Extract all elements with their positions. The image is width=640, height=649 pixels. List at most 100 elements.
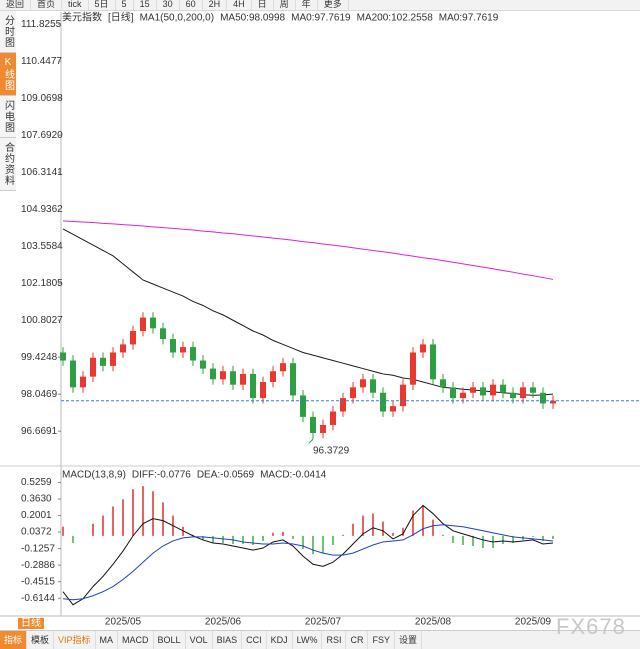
toolbar-button[interactable]: 周 <box>274 0 296 10</box>
x-tick-label: 2025/08 <box>415 617 452 628</box>
indicator-tab[interactable]: CR <box>346 631 369 649</box>
candle-body <box>350 387 356 399</box>
toolbar-button[interactable]: 30 <box>157 0 180 10</box>
candle-body <box>60 352 66 361</box>
indicator-tab[interactable]: 模板 <box>27 631 55 649</box>
candle-body <box>380 392 386 412</box>
y-tick-label: -0.1257 <box>21 543 55 554</box>
candle-body <box>90 357 96 377</box>
candle-body <box>280 363 286 372</box>
ma-line <box>62 228 554 396</box>
legend-entry: MACD(13,8,9) <box>62 470 126 481</box>
y-tick-label: 110.4477 <box>21 56 62 67</box>
indicator-tab[interactable]: BOLL <box>154 631 186 649</box>
indicator-tab[interactable]: KDJ <box>267 631 293 649</box>
side-tab[interactable]: 分时图 <box>0 11 16 53</box>
y-tick-label: 100.8027 <box>21 315 63 326</box>
toolbar-button[interactable]: 2H <box>203 0 228 10</box>
y-tick-label: 0.3630 <box>21 494 52 505</box>
candle-body <box>180 347 186 353</box>
toolbar: 返回 首页 tick 5日 5 15 30 60 2H 4H 日周年更多 <box>0 0 640 11</box>
candle-body <box>230 371 236 385</box>
candle-body <box>260 381 266 399</box>
indicator-tab[interactable]: BIAS <box>213 631 243 649</box>
indicator-tab[interactable]: LW% <box>293 631 323 649</box>
y-tick-label: -0.2886 <box>21 560 55 571</box>
y-tick-label: 98.0469 <box>21 389 58 400</box>
candle-body <box>160 328 166 340</box>
toolbar-button[interactable]: 5 <box>116 0 134 10</box>
candle-body <box>400 384 406 407</box>
candle-body <box>370 379 376 393</box>
y-tick-label: 111.8255 <box>21 19 62 30</box>
candle-body <box>310 416 316 434</box>
y-tick-label: 102.1805 <box>21 278 63 289</box>
toolbar-button[interactable]: 15 <box>134 0 157 10</box>
low-label: 96.3729 <box>313 446 350 457</box>
period-label: 日线 <box>18 618 44 629</box>
indicator-tab[interactable]: CCI <box>242 631 267 649</box>
indicator-tab[interactable]: RSI <box>322 631 347 649</box>
indicator-tab[interactable]: 指标 <box>0 631 28 649</box>
toolbar-button[interactable]: 返回 <box>0 0 32 10</box>
candle-body <box>410 352 416 385</box>
candle-body <box>420 344 426 353</box>
candle-body <box>70 360 76 388</box>
candle-body <box>530 387 536 393</box>
toolbar-button[interactable]: 5日 <box>89 0 116 10</box>
ma-line <box>62 220 554 280</box>
candle-body <box>540 392 546 404</box>
toolbar-button[interactable]: tick <box>62 0 89 10</box>
y-tick-label: 106.3141 <box>21 167 63 178</box>
candle-body <box>300 395 306 417</box>
y-tick-label: 109.0698 <box>21 93 63 104</box>
toolbar-button[interactable]: 4H <box>227 0 252 10</box>
toolbar-button[interactable]: 年 <box>296 0 318 10</box>
candle-body <box>330 411 336 425</box>
y-tick-label: -0.6144 <box>21 593 55 604</box>
candle-body <box>390 406 396 412</box>
candle-body <box>120 344 126 353</box>
side-tab[interactable]: K线图 <box>0 53 16 96</box>
indicator-tab[interactable]: MA <box>96 631 119 649</box>
candle-body <box>320 424 326 434</box>
candle-body <box>190 347 196 361</box>
y-tick-label: 96.6691 <box>21 426 58 437</box>
indicator-tab[interactable]: MACD <box>118 631 154 649</box>
indicator-tab[interactable]: VIP指标 <box>54 631 96 649</box>
toolbar-button[interactable]: 首页 <box>31 0 63 10</box>
candle-body <box>110 352 116 366</box>
legend-entry: MA50:98.0998 <box>220 13 285 24</box>
candle-body <box>240 373 246 385</box>
candle-body <box>220 371 226 380</box>
candle-body <box>130 330 136 345</box>
indicator-tab[interactable]: VOL <box>186 631 213 649</box>
candle-body <box>470 387 476 393</box>
y-tick-label: 0.5259 <box>21 477 52 488</box>
candle-body <box>490 384 496 396</box>
candle-body <box>460 392 466 399</box>
y-tick-label: 107.6920 <box>21 130 63 141</box>
low-marker <box>308 438 314 444</box>
candle-body <box>270 371 276 382</box>
toolbar-button[interactable]: 日 <box>252 0 274 10</box>
toolbar-button[interactable]: 更多 <box>318 0 349 10</box>
candle-body <box>150 317 156 329</box>
side-tab[interactable]: 合约资料 <box>0 138 16 191</box>
y-tick-label: 103.5584 <box>21 241 63 252</box>
toolbar-button[interactable]: 60 <box>180 0 203 10</box>
legend-entry: DEA:-0.0569 <box>197 470 255 481</box>
x-tick-label: 2025/07 <box>305 617 342 628</box>
y-tick-label: 0.0372 <box>21 527 52 538</box>
side-tab[interactable]: 闪电图 <box>0 96 16 138</box>
indicator-tab[interactable]: 设置 <box>395 631 422 649</box>
candle-body <box>450 387 456 399</box>
indicator-tab[interactable]: FSY <box>368 631 395 649</box>
ma-line <box>62 504 554 606</box>
candle-body <box>210 368 216 380</box>
y-tick-label: 0.2001 <box>21 510 52 521</box>
legend-entry: 美元指数 <box>62 11 102 24</box>
watermark: FX678 <box>556 614 626 639</box>
candle-body <box>440 379 446 388</box>
